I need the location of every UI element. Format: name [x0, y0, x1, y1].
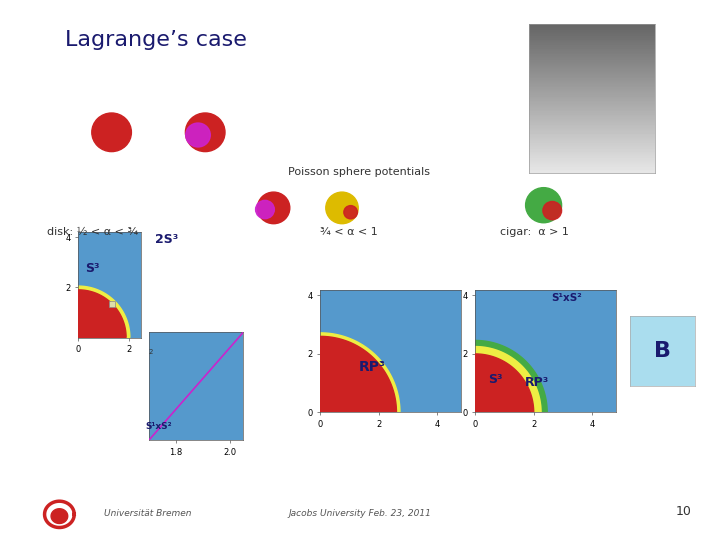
Polygon shape	[78, 286, 130, 338]
Text: ¾ < α < 1: ¾ < α < 1	[320, 227, 378, 237]
Text: S³: S³	[85, 262, 99, 275]
Text: RP³: RP³	[525, 376, 549, 389]
Polygon shape	[475, 340, 547, 413]
Polygon shape	[475, 62, 720, 413]
Text: cigar:  α > 1: cigar: α > 1	[500, 227, 570, 237]
Text: 2S³: 2S³	[155, 233, 178, 246]
Polygon shape	[0, 408, 181, 540]
Text: disk: ½ < α < ¾: disk: ½ < α < ¾	[47, 227, 138, 237]
Polygon shape	[78, 74, 342, 338]
Polygon shape	[320, 333, 400, 413]
Polygon shape	[0, 370, 219, 540]
Text: S¹xS²: S¹xS²	[552, 293, 582, 303]
Text: Jacobs University Feb. 23, 2011: Jacobs University Feb. 23, 2011	[289, 509, 431, 518]
Text: RP³: RP³	[359, 361, 385, 374]
Text: Universität Bremen: Universität Bremen	[104, 509, 192, 518]
Text: B: B	[654, 341, 671, 361]
Text: Poisson sphere potentials: Poisson sphere potentials	[288, 167, 430, 178]
Text: 10: 10	[675, 505, 691, 518]
Text: Lagrange’s case: Lagrange’s case	[65, 30, 247, 50]
Text: S³: S³	[488, 373, 503, 386]
Polygon shape	[51, 509, 68, 523]
Polygon shape	[320, 62, 672, 413]
Polygon shape	[475, 354, 534, 413]
Polygon shape	[475, 345, 542, 413]
Polygon shape	[320, 336, 397, 413]
Polygon shape	[78, 290, 126, 338]
Text: 2: 2	[149, 349, 153, 355]
Text: S¹xS²: S¹xS²	[145, 422, 171, 431]
